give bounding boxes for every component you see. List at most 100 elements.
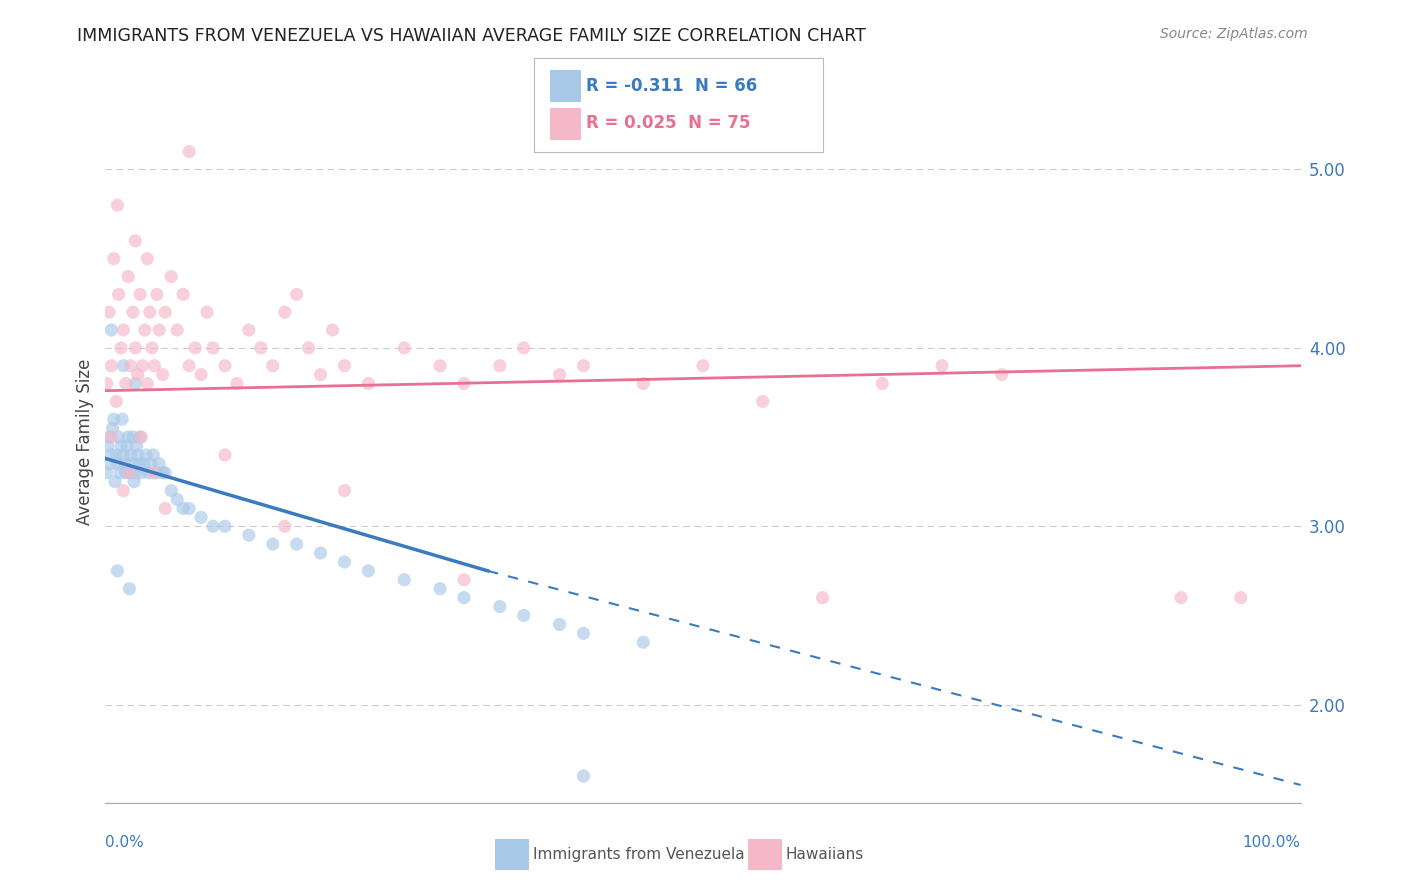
Point xyxy=(153,305,177,319)
Point xyxy=(453,591,475,605)
Point xyxy=(214,448,236,462)
Y-axis label: Average Family Size: Average Family Size xyxy=(76,359,94,524)
Point xyxy=(262,359,284,373)
Point xyxy=(142,448,165,462)
Point xyxy=(453,376,475,391)
Point xyxy=(107,430,129,444)
Point xyxy=(177,501,201,516)
Point xyxy=(127,448,149,462)
Point xyxy=(114,457,136,471)
Point xyxy=(148,323,170,337)
Point xyxy=(214,359,236,373)
Point xyxy=(136,252,159,266)
Point xyxy=(273,519,295,533)
Point xyxy=(111,412,134,426)
Point xyxy=(333,359,356,373)
Point xyxy=(120,359,142,373)
Point xyxy=(122,430,145,444)
Point xyxy=(148,457,170,471)
Text: R = 0.025  N = 75: R = 0.025 N = 75 xyxy=(586,114,751,132)
Point xyxy=(107,198,129,212)
Point xyxy=(114,376,136,391)
Point xyxy=(124,376,146,391)
Point xyxy=(429,582,451,596)
Point xyxy=(190,368,212,382)
Text: Immigrants from Venezuela: Immigrants from Venezuela xyxy=(533,847,745,862)
Point xyxy=(96,466,118,480)
Point xyxy=(143,359,166,373)
Point xyxy=(145,466,167,480)
Point xyxy=(100,448,122,462)
Point xyxy=(333,555,356,569)
Point xyxy=(202,519,225,533)
Point xyxy=(238,528,260,542)
Point xyxy=(141,341,163,355)
Point xyxy=(98,305,121,319)
Point xyxy=(100,430,122,444)
Point xyxy=(117,269,139,284)
Point xyxy=(160,483,183,498)
Point xyxy=(172,501,194,516)
Point xyxy=(124,466,146,480)
Point xyxy=(118,582,141,596)
Point xyxy=(160,269,183,284)
Point xyxy=(146,287,169,301)
Point xyxy=(572,359,595,373)
Point xyxy=(195,305,218,319)
Point xyxy=(250,341,273,355)
Point xyxy=(172,287,194,301)
Point xyxy=(112,359,135,373)
Point xyxy=(110,439,132,453)
Point xyxy=(124,234,146,248)
Point xyxy=(136,376,159,391)
Point xyxy=(273,305,295,319)
Point xyxy=(153,501,177,516)
Point xyxy=(107,287,129,301)
Point xyxy=(112,448,135,462)
Point xyxy=(108,466,131,480)
Point xyxy=(100,359,122,373)
Point xyxy=(103,412,125,426)
Point xyxy=(572,769,595,783)
Point xyxy=(125,439,148,453)
Text: 0.0%: 0.0% xyxy=(105,836,145,850)
Point xyxy=(105,448,128,462)
Point xyxy=(225,376,249,391)
Point xyxy=(121,457,143,471)
Point xyxy=(114,466,136,480)
Point xyxy=(238,323,260,337)
Point xyxy=(872,376,894,391)
Point xyxy=(202,341,225,355)
Point xyxy=(152,466,174,480)
Point xyxy=(548,368,571,382)
Point xyxy=(139,457,162,471)
Point xyxy=(117,430,139,444)
Point xyxy=(115,439,138,453)
Point xyxy=(184,341,207,355)
Point xyxy=(633,376,655,391)
Point xyxy=(98,457,121,471)
Point xyxy=(101,421,124,435)
Point xyxy=(392,341,416,355)
Point xyxy=(513,608,536,623)
Point xyxy=(135,448,157,462)
Point xyxy=(122,475,145,489)
Point xyxy=(285,287,308,301)
Point xyxy=(298,341,321,355)
Point xyxy=(96,376,118,391)
Point xyxy=(357,376,380,391)
Point xyxy=(453,573,475,587)
Point xyxy=(138,305,160,319)
Point xyxy=(122,305,145,319)
Text: Source: ZipAtlas.com: Source: ZipAtlas.com xyxy=(1160,27,1308,41)
Point xyxy=(392,573,416,587)
Point xyxy=(131,359,153,373)
Point xyxy=(105,394,128,409)
Point xyxy=(166,492,188,507)
Point xyxy=(751,394,773,409)
Point xyxy=(112,483,135,498)
Point xyxy=(118,466,141,480)
Point xyxy=(134,323,156,337)
Point xyxy=(333,483,356,498)
Point xyxy=(103,252,125,266)
